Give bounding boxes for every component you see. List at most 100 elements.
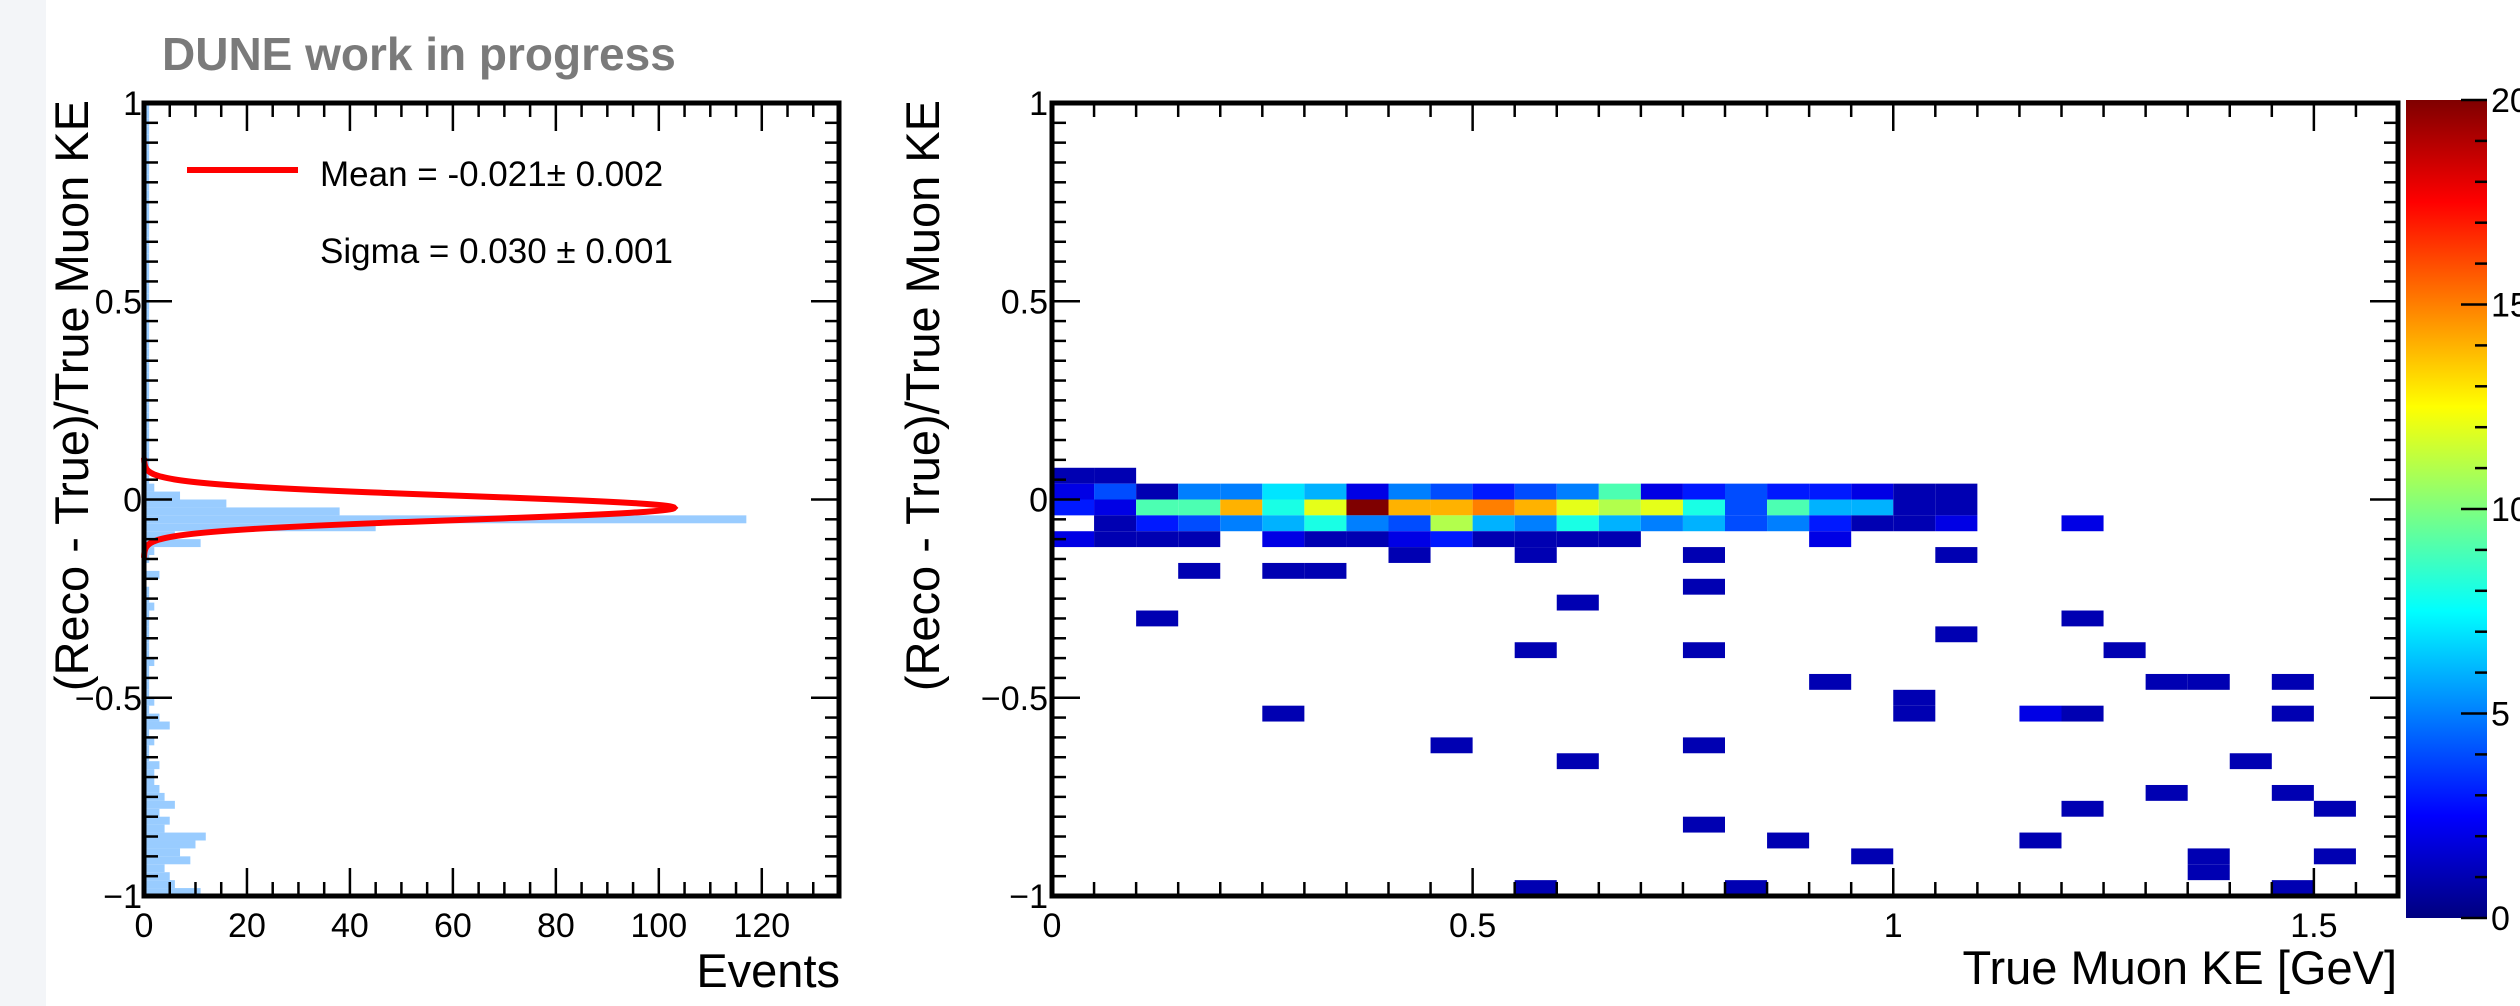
heatmap-cell (1598, 499, 1641, 516)
heatmap-cell (2187, 848, 2230, 865)
heatmap-cell (1052, 531, 1095, 548)
histogram-bar (144, 840, 196, 849)
histogram-bar (144, 658, 155, 667)
histogram-bar (144, 880, 175, 889)
colorbar-tick-label: 20 (2491, 82, 2520, 120)
y-tick-label: 1 (123, 85, 142, 123)
heatmap-cell (1220, 515, 1263, 532)
heatmap-x-tick-labels: 0 0.5 1 1.5 (1043, 907, 2338, 945)
heatmap-cell (1178, 483, 1221, 500)
heatmap-cell (1178, 499, 1221, 516)
heatmap-cell (1304, 562, 1347, 579)
heatmap-cell (2019, 832, 2062, 849)
histogram-bar (144, 824, 165, 833)
histogram-bar (144, 642, 150, 651)
heatmap-cell (1094, 499, 1137, 516)
histogram-bar (144, 126, 150, 135)
heatmap-cell (1430, 483, 1473, 500)
heatmap-cell (2271, 880, 2314, 896)
histogram-bar (144, 729, 150, 738)
y-tick-label: 0 (123, 482, 142, 520)
heatmap-cell (1136, 499, 1179, 516)
histogram-bar (144, 253, 150, 262)
histogram-bar (144, 166, 150, 175)
y-tick-label: −1 (1009, 878, 1048, 916)
histogram-bar (144, 570, 160, 579)
projection-panel: 0 20 40 60 80 100 120 −1 −0.5 0 0.5 1 Events (Reco… (45, 85, 842, 997)
heatmap-cell (1304, 515, 1347, 532)
heatmap-cell (2061, 705, 2104, 722)
gaussian-fit-curve (141, 457, 679, 558)
heatmap-cell (2145, 784, 2188, 801)
heatmap-y-tick-labels: −1 −0.5 0 0.5 1 (981, 85, 1048, 916)
histogram-bar (144, 816, 170, 825)
heatmap-cell (1935, 483, 1978, 500)
histogram-bar (144, 142, 150, 151)
heatmap-cell (1556, 483, 1599, 500)
x-tick-label: 1.5 (2290, 907, 2337, 945)
histogram-bar (144, 848, 181, 857)
heatmap-cell (1094, 467, 1137, 484)
histogram-bar (144, 443, 150, 452)
histogram-bar (144, 737, 155, 746)
left-margin-strip (0, 0, 46, 1006)
projection-x-axis-title: Events (696, 944, 840, 997)
histogram-bar (144, 689, 150, 698)
heatmap-cell (1556, 499, 1599, 516)
heatmap-cell (1262, 531, 1305, 548)
heatmap-cell (1767, 832, 1810, 849)
heatmap-cell (2313, 848, 2356, 865)
colorbar: 0 5 10 15 20 (2406, 82, 2520, 938)
histogram-bar (144, 547, 155, 556)
heatmap-cell (1893, 705, 1936, 722)
heatmap-y-axis-title: (Reco - True)/True Muon KE (896, 100, 949, 691)
heatmap-cell (1094, 515, 1137, 532)
histogram-bar (144, 864, 165, 873)
heatmap-panel: 0 0.5 1 1.5 −1−0.500.51 True Muon KE [GeV] … (896, 85, 2401, 994)
histogram-bar (144, 531, 175, 540)
x-tick-label: 60 (434, 907, 472, 945)
colorbar-tick-labels: 0 5 10 15 20 (2491, 82, 2520, 938)
heatmap-cell (1052, 483, 1095, 500)
heatmap-cell (1809, 531, 1852, 548)
x-tick-label: 20 (228, 907, 266, 945)
y-tick-label: −0.5 (75, 680, 142, 718)
heatmap-cell (2271, 705, 2314, 722)
x-tick-label: 0.5 (1449, 907, 1496, 945)
heatmap-cell (1430, 531, 1473, 548)
histogram-bar (144, 705, 150, 714)
heatmap-cell (2145, 673, 2188, 690)
histogram-bar (144, 761, 160, 770)
histogram-bar (144, 103, 150, 111)
histogram-bar (144, 800, 175, 809)
y-tick-label: 0.5 (1001, 283, 1048, 321)
heatmap-cell (1514, 531, 1557, 548)
heatmap-cell (1682, 816, 1725, 833)
heatmap-cell (1136, 483, 1179, 500)
heatmap-cell (1893, 499, 1936, 516)
histogram-bar (144, 491, 181, 500)
x-tick-label: 80 (537, 907, 575, 945)
projection-y-tick-labels: −1 −0.5 0 0.5 1 (75, 85, 142, 916)
heatmap-cell (1935, 547, 1978, 563)
histogram-bar (144, 856, 191, 865)
heatmap-cell (1893, 515, 1936, 532)
histogram-bar (144, 261, 150, 270)
heatmap-cell (1682, 642, 1725, 659)
y-tick-label: 0.5 (95, 283, 142, 321)
histogram-bar (144, 650, 150, 659)
histogram-bar (144, 182, 150, 191)
histogram-bar (144, 428, 150, 437)
x-tick-label: 0 (135, 907, 154, 945)
histogram-bar (144, 110, 150, 119)
heatmap-cell (2061, 800, 2104, 817)
heatmap-cell (1346, 515, 1389, 532)
heatmap-cell (1725, 499, 1768, 516)
heatmap-cell (1346, 499, 1389, 516)
heatmap-cell (1262, 562, 1305, 579)
heatmap-cell (1514, 547, 1557, 563)
heatmap-x-axis-title: True Muon KE [GeV] (1963, 941, 2398, 994)
heatmap-cell (1640, 483, 1683, 500)
heatmap-cell (2061, 610, 2104, 627)
heatmap-cell (1851, 499, 1894, 516)
